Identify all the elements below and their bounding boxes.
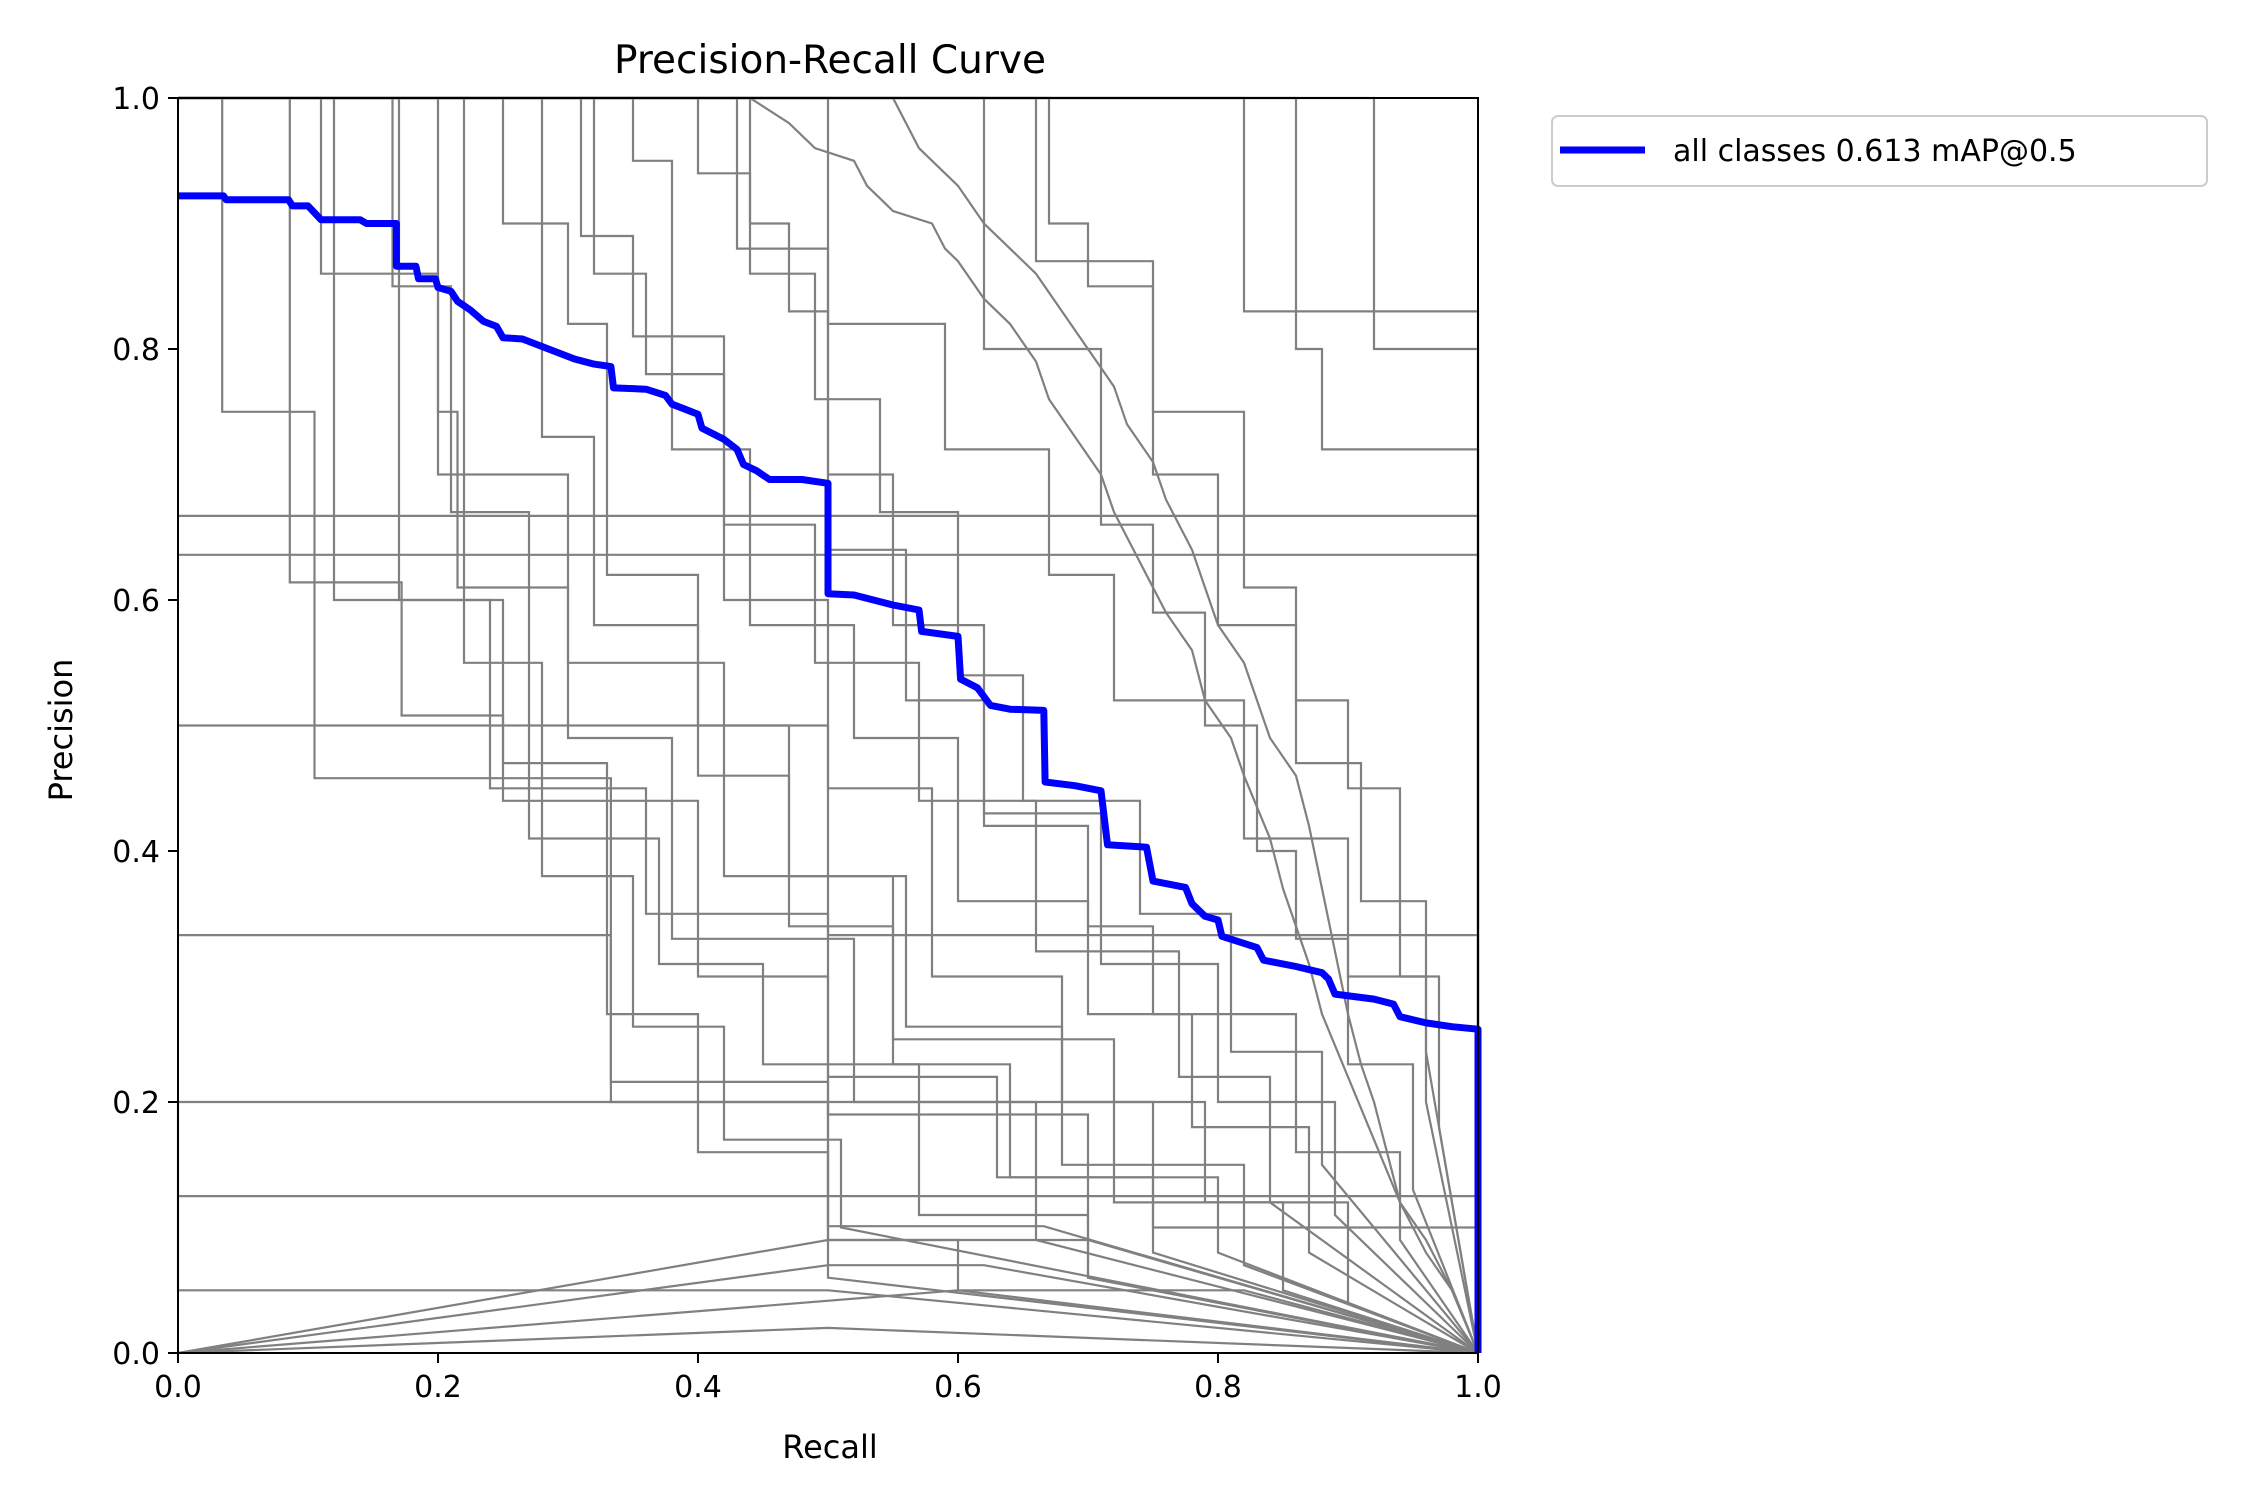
x-tick-label-3: 0.6 xyxy=(934,1370,982,1405)
per-class-curve-16 xyxy=(178,96,1479,1355)
x-tick-label-0: 0.0 xyxy=(154,1370,202,1405)
x-tick-label-4: 0.8 xyxy=(1194,1370,1242,1405)
legend-box xyxy=(1551,115,2208,187)
per-class-curve-28 xyxy=(178,96,1479,1355)
x-axis-label: Recall xyxy=(782,1428,877,1466)
per-class-curve-15 xyxy=(178,96,1479,1355)
y-axis: 0.0 0.2 0.4 0.6 0.8 1.0 xyxy=(112,82,178,1372)
per-class-curve-32 xyxy=(178,96,1479,1354)
per-class-curve-13 xyxy=(178,96,1479,1355)
per-class-curves xyxy=(176,96,1480,1355)
per-class-curve-11 xyxy=(178,96,1479,1355)
plot-frame xyxy=(177,97,1479,1354)
chart-title: Precision-Recall Curve xyxy=(614,38,1046,83)
per-class-curve-14 xyxy=(178,96,1479,1355)
legend: all classes 0.613 mAP@0.5 xyxy=(1551,115,2208,187)
per-class-curve-31 xyxy=(178,96,1479,1354)
legend-label-all-classes: all classes 0.613 mAP@0.5 xyxy=(1673,134,2077,169)
per-class-curve-30 xyxy=(178,96,1479,1355)
per-class-curve-1 xyxy=(178,96,1479,1355)
per-class-curve-12 xyxy=(178,96,1479,1355)
y-tick-label-1: 0.2 xyxy=(112,1086,160,1121)
per-class-curve-19 xyxy=(178,96,1480,1354)
y-axis-label: Precision xyxy=(42,659,80,802)
x-tick-label-5: 1.0 xyxy=(1454,1370,1502,1405)
per-class-curve-18 xyxy=(178,96,1479,1354)
x-axis: 0.0 0.2 0.4 0.6 0.8 1.0 xyxy=(154,1353,1502,1405)
per-class-curve-26 xyxy=(178,96,1480,1354)
x-tick-label-1: 0.2 xyxy=(414,1370,462,1405)
y-tick-label-0: 0.0 xyxy=(112,1337,160,1372)
per-class-curve-35 xyxy=(177,1238,1479,1355)
y-tick-label-5: 1.0 xyxy=(112,82,160,117)
per-class-curve-2 xyxy=(178,96,1479,1355)
per-class-curve-21 xyxy=(178,96,1480,1354)
series-line-all-classes xyxy=(178,192,1482,1353)
y-tick-label-3: 0.6 xyxy=(112,584,160,619)
per-class-curve-17 xyxy=(178,96,1479,1354)
x-tick-label-2: 0.4 xyxy=(674,1370,722,1405)
per-class-curve-9 xyxy=(177,1326,1479,1355)
all-classes-series xyxy=(178,192,1482,1353)
per-class-curve-34 xyxy=(177,1264,1479,1355)
per-class-curve-36 xyxy=(177,1289,1479,1355)
y-tick-label-4: 0.8 xyxy=(112,333,160,368)
y-tick-label-2: 0.4 xyxy=(112,835,160,870)
per-class-curve-33 xyxy=(178,96,1480,1354)
